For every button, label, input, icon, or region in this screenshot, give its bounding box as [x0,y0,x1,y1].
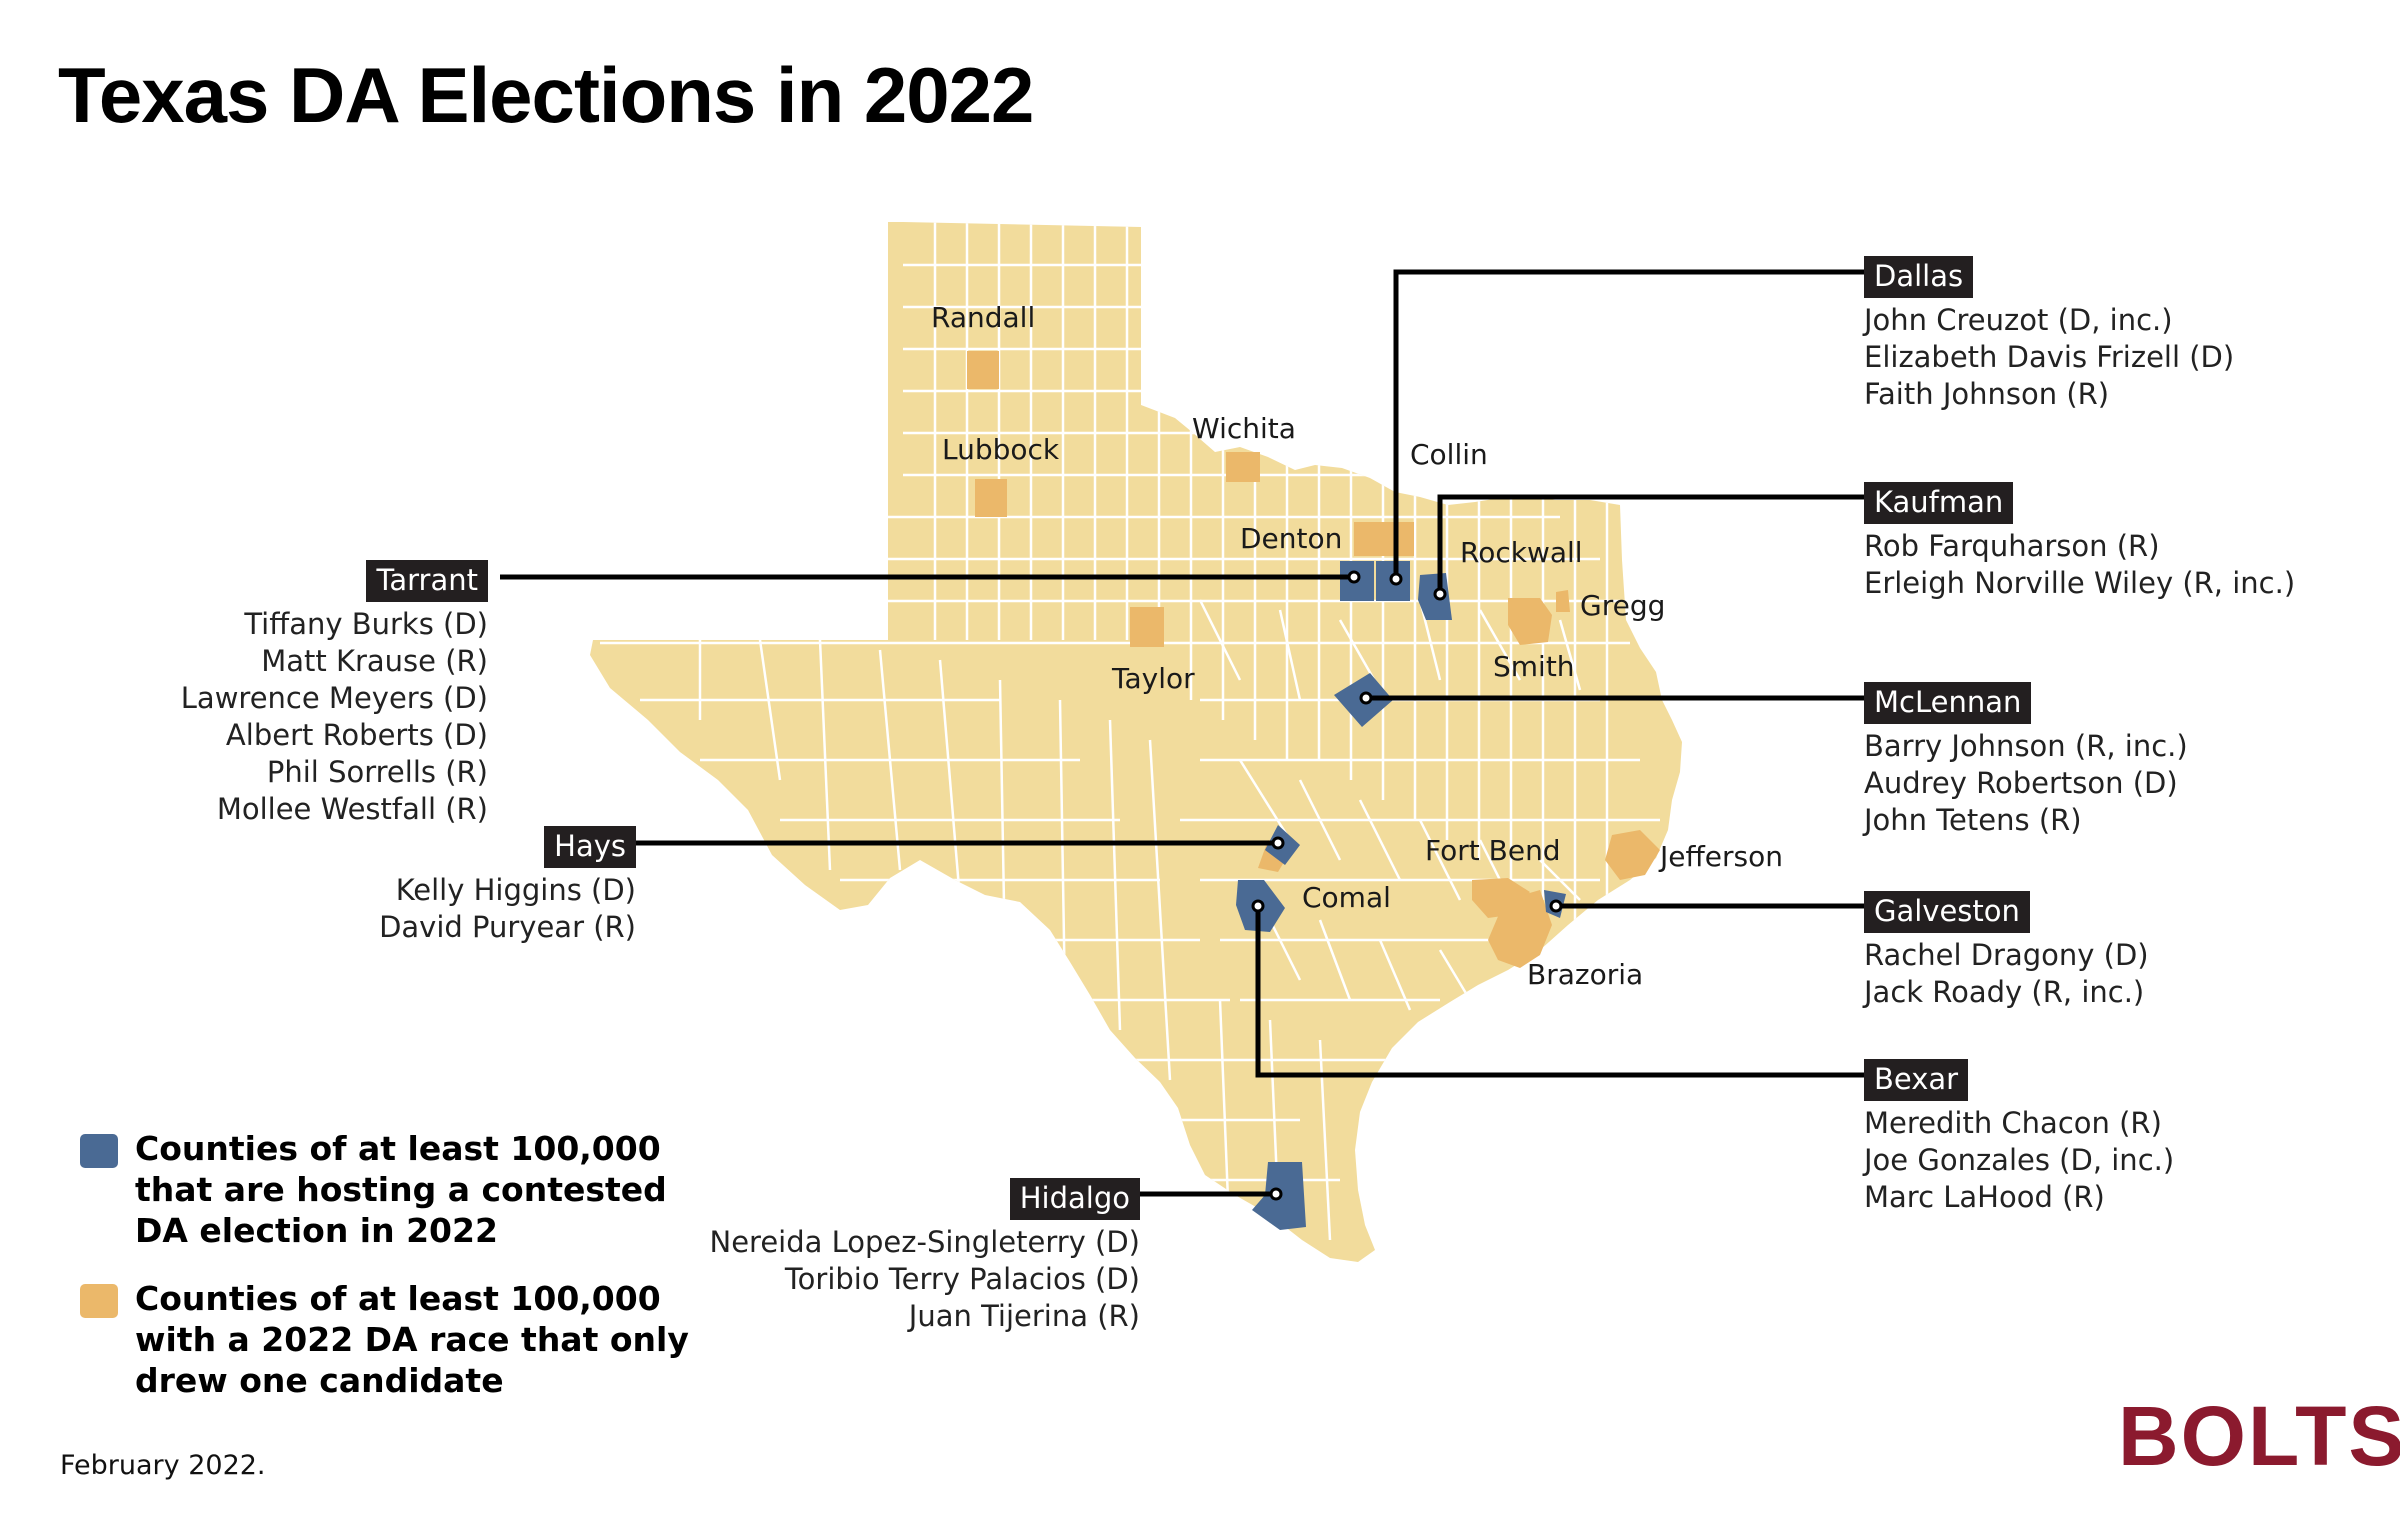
candidate: Meredith Chacon (R) [1864,1106,2162,1140]
label-comal: Comal [1302,881,1391,914]
candidate: Phil Sorrells (R) [266,755,488,789]
leader-bexar [1255,906,1868,1078]
county-collin [1384,522,1414,556]
county-taylor [1130,607,1164,647]
label-smith: Smith [1493,650,1575,683]
label-rockwall: Rockwall [1460,536,1583,569]
county-tag: Tarrant [366,560,488,602]
candidate: Juan Tijerina (R) [908,1299,1140,1333]
label-fort-bend: Fort Bend [1425,834,1561,867]
candidate: Toribio Terry Palacios (D) [784,1262,1140,1296]
callout-bexar: Bexar Meredith Chacon (R) Joe Gonzales (… [1864,1059,2174,1216]
candidate: Barry Johnson (R, inc.) [1864,729,2188,763]
county-tag: Galveston [1864,891,2030,933]
county-borders [600,222,1660,1251]
legend-label-uncontested: Counties of at least 100,000 with a 2022… [135,1279,689,1400]
candidate: Matt Krause (R) [261,644,488,678]
county-tag: Hays [544,826,636,868]
callout-galveston: Galveston Rachel Dragony (D) Jack Roady … [1864,891,2149,1011]
label-brazoria: Brazoria [1527,958,1643,991]
label-randall: Randall [931,301,1035,334]
callout-mclennan: McLennan Barry Johnson (R, inc.) Audrey … [1864,682,2188,839]
county-wichita [1226,452,1260,482]
label-taylor: Taylor [1111,662,1195,695]
candidate: Albert Roberts (D) [225,718,488,752]
callout-dallas: Dallas John Creuzot (D, inc.) Elizabeth … [1864,256,2234,413]
label-lubbock: Lubbock [942,433,1060,466]
county-tag: Bexar [1864,1059,1969,1101]
candidate: Kelly Higgins (D) [395,873,636,907]
county-brazoria [1488,890,1552,968]
candidate: John Tetens (R) [1864,803,2082,837]
legend-swatch-uncontested [80,1284,118,1318]
label-denton: Denton [1240,522,1342,555]
callout-hays: Hays Kelly Higgins (D) David Puryear (R) [200,826,636,946]
label-wichita: Wichita [1192,412,1296,445]
candidate: Elizabeth Davis Frizell (D) [1864,340,2235,374]
county-tag: Kaufman [1864,482,2014,524]
callout-kaufman: Kaufman Rob Farquharson (R) Erleigh Norv… [1864,482,2295,602]
candidate: Nereida Lopez-Singleterry (D) [709,1225,1140,1259]
callout-tarrant: Tarrant Tiffany Burks (D) Matt Krause (R… [80,560,488,828]
label-jefferson: Jefferson [1658,840,1783,873]
footnote: February 2022. [60,1450,266,1481]
candidate: Rob Farquharson (R) [1864,529,2160,563]
county-smith [1508,598,1552,645]
candidate: Rachel Dragony (D) [1864,938,2149,972]
candidate: Joe Gonzales (D, inc.) [1864,1143,2175,1177]
candidate: John Creuzot (D, inc.) [1864,303,2173,337]
candidate: Jack Roady (R, inc.) [1864,975,2145,1009]
county-tag: Hidalgo [1009,1178,1140,1220]
county-gregg [1556,590,1570,612]
candidate: Lawrence Meyers (D) [180,681,488,715]
leader-kaufman [1437,494,1868,594]
legend-swatch-contested [80,1134,118,1168]
candidate: Tiffany Burks (D) [244,607,488,641]
candidate: Marc LaHood (R) [1864,1180,2105,1214]
candidate: David Puryear (R) [379,910,636,944]
label-collin: Collin [1410,438,1488,471]
county-lubbock [975,479,1007,517]
county-randall [967,351,999,389]
bolts-logo: BOLTS [2118,1389,2400,1483]
texas-outline [590,222,1682,1262]
county-tag: Dallas [1864,256,1974,298]
leader-dots [1251,570,1563,1201]
leader-dallas [1393,269,1868,579]
candidate: Audrey Robertson (D) [1864,766,2178,800]
county-jefferson [1605,830,1660,880]
candidate: Erleigh Norville Wiley (R, inc.) [1864,566,2296,600]
label-gregg: Gregg [1580,589,1665,622]
legend-label-contested: Counties of at least 100,000 that are ho… [135,1129,667,1250]
county-denton [1354,522,1384,556]
callout-hidalgo: Hidalgo Nereida Lopez-Singleterry (D) To… [640,1178,1140,1335]
candidate: Faith Johnson (R) [1864,377,2110,411]
candidate: Mollee Westfall (R) [216,792,488,826]
page-title: Texas DA Elections in 2022 [58,51,1034,139]
county-tag: McLennan [1864,682,2032,724]
leader-lines [500,269,1868,1197]
